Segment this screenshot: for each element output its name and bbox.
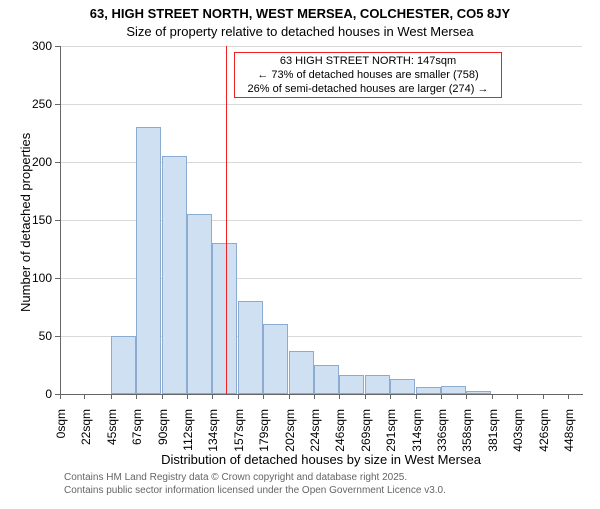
chart-title-main: 63, HIGH STREET NORTH, WEST MERSEA, COLC… (0, 6, 600, 21)
y-tick-label: 100 (20, 271, 52, 285)
x-tick-mark (136, 394, 137, 399)
x-tick-mark (517, 394, 518, 399)
x-tick-label: 0sqm (54, 409, 66, 509)
x-tick-label: 336sqm (435, 409, 447, 509)
histogram-bar (365, 375, 390, 394)
x-tick-label: 112sqm (181, 409, 193, 509)
x-tick-mark (289, 394, 290, 399)
x-tick-mark (466, 394, 467, 399)
x-tick-label: 22sqm (79, 409, 91, 509)
x-tick-label: 157sqm (232, 409, 244, 509)
x-tick-label: 134sqm (206, 409, 218, 509)
y-tick-label: 150 (20, 213, 52, 227)
histogram-bar (238, 301, 263, 394)
annotation-line-1: 63 HIGH STREET NORTH: 147sqm (239, 55, 497, 69)
histogram-bar (289, 351, 314, 394)
y-tick-label: 300 (20, 39, 52, 53)
y-tick-label: 50 (20, 329, 52, 343)
x-tick-label: 381sqm (486, 409, 498, 509)
x-tick-label: 426sqm (537, 409, 549, 509)
chart-title-sub: Size of property relative to detached ho… (0, 24, 600, 39)
x-tick-mark (568, 394, 569, 399)
x-tick-mark (84, 394, 85, 399)
y-gridline (60, 104, 582, 105)
histogram-chart: 63, HIGH STREET NORTH, WEST MERSEA, COLC… (0, 0, 600, 500)
x-tick-mark (60, 394, 61, 399)
x-tick-mark (212, 394, 213, 399)
histogram-bar (212, 243, 237, 394)
histogram-bar (466, 391, 491, 394)
x-tick-label: 358sqm (460, 409, 472, 509)
x-tick-label: 202sqm (283, 409, 295, 509)
x-tick-mark (492, 394, 493, 399)
annotation-line-3: 26% of semi-detached houses are larger (… (239, 83, 497, 97)
x-tick-label: 314sqm (410, 409, 422, 509)
x-tick-mark (441, 394, 442, 399)
x-tick-mark (187, 394, 188, 399)
x-tick-mark (162, 394, 163, 399)
histogram-bar (111, 336, 136, 394)
x-tick-label: 45sqm (105, 409, 117, 509)
x-tick-label: 269sqm (359, 409, 371, 509)
histogram-bar (314, 365, 339, 394)
histogram-bar (187, 214, 212, 394)
reference-line (226, 46, 227, 394)
histogram-bar (339, 375, 364, 394)
x-tick-mark (263, 394, 264, 399)
x-tick-mark (314, 394, 315, 399)
histogram-bar (263, 324, 288, 394)
y-gridline (60, 46, 582, 47)
x-tick-mark (365, 394, 366, 399)
x-tick-mark (111, 394, 112, 399)
x-tick-mark (339, 394, 340, 399)
x-tick-label: 224sqm (308, 409, 320, 509)
x-tick-label: 246sqm (333, 409, 345, 509)
histogram-bar (136, 127, 161, 394)
x-tick-label: 403sqm (511, 409, 523, 509)
x-tick-mark (238, 394, 239, 399)
histogram-bar (441, 386, 466, 394)
histogram-bar (390, 379, 415, 394)
y-tick-label: 250 (20, 97, 52, 111)
y-tick-label: 0 (20, 387, 52, 401)
x-tick-label: 67sqm (130, 409, 142, 509)
x-tick-mark (390, 394, 391, 399)
histogram-bar (162, 156, 187, 394)
x-tick-label: 179sqm (257, 409, 269, 509)
x-tick-mark (543, 394, 544, 399)
x-tick-label: 291sqm (384, 409, 396, 509)
x-tick-mark (416, 394, 417, 399)
annotation-box: 63 HIGH STREET NORTH: 147sqm ← 73% of de… (234, 52, 502, 98)
x-tick-label: 90sqm (156, 409, 168, 509)
annotation-line-2: ← 73% of detached houses are smaller (75… (239, 69, 497, 83)
x-tick-label: 448sqm (562, 409, 574, 509)
y-tick-label: 200 (20, 155, 52, 169)
histogram-bar (416, 387, 441, 394)
